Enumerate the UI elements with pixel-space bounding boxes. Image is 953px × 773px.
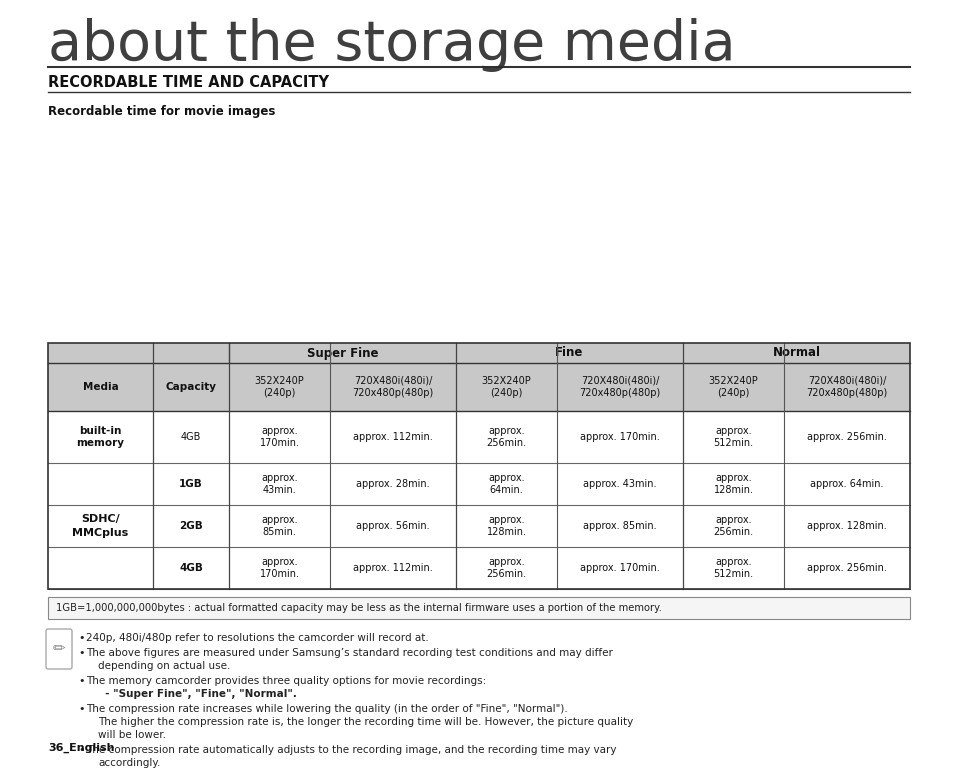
Bar xyxy=(48,363,909,411)
Text: approx.
128min.: approx. 128min. xyxy=(713,473,753,495)
Text: 1GB=1,000,000,000bytes : actual formatted capacity may be less as the internal f: 1GB=1,000,000,000bytes : actual formatte… xyxy=(56,603,661,613)
Text: Fine: Fine xyxy=(555,346,583,359)
Text: - "Super Fine", "Fine", "Normal".: - "Super Fine", "Fine", "Normal". xyxy=(98,689,296,699)
Text: 720X480i(480i)/
720x480p(480p): 720X480i(480i)/ 720x480p(480p) xyxy=(352,376,434,398)
Bar xyxy=(48,463,909,505)
Text: 352X240P
(240p): 352X240P (240p) xyxy=(708,376,758,398)
Text: approx. 56min.: approx. 56min. xyxy=(355,521,430,531)
Text: 720X480i(480i)/
720x480p(480p): 720X480i(480i)/ 720x480p(480p) xyxy=(578,376,660,398)
Text: approx.
512min.: approx. 512min. xyxy=(713,426,753,448)
Text: •: • xyxy=(78,633,85,643)
Bar xyxy=(48,343,909,363)
Text: about the storage media: about the storage media xyxy=(48,18,735,72)
Text: •: • xyxy=(78,676,85,686)
Text: 4GB: 4GB xyxy=(179,563,203,573)
Text: approx. 170min.: approx. 170min. xyxy=(579,563,659,573)
Text: approx.
256min.: approx. 256min. xyxy=(486,426,526,448)
Text: approx. 85min.: approx. 85min. xyxy=(582,521,657,531)
Text: Capacity: Capacity xyxy=(165,382,216,392)
Text: approx.
128min.: approx. 128min. xyxy=(486,515,526,537)
Text: approx. 28min.: approx. 28min. xyxy=(355,479,430,489)
Text: •: • xyxy=(78,704,85,714)
Text: approx. 112min.: approx. 112min. xyxy=(353,563,433,573)
Bar xyxy=(48,505,909,547)
Text: approx.
64min.: approx. 64min. xyxy=(488,473,524,495)
Text: 2GB: 2GB xyxy=(179,521,203,531)
Text: approx.
170min.: approx. 170min. xyxy=(259,557,299,579)
Text: approx.
512min.: approx. 512min. xyxy=(713,557,753,579)
Text: approx.
256min.: approx. 256min. xyxy=(713,515,753,537)
Text: ✏: ✏ xyxy=(52,642,66,656)
Text: The higher the compression rate is, the longer the recording time will be. Howev: The higher the compression rate is, the … xyxy=(98,717,633,727)
Text: The above figures are measured under Samsung’s standard recording test condition: The above figures are measured under Sam… xyxy=(86,649,612,659)
Text: SDHC/
MMCplus: SDHC/ MMCplus xyxy=(72,514,129,537)
Text: Super Fine: Super Fine xyxy=(307,346,378,359)
Text: approx. 43min.: approx. 43min. xyxy=(582,479,656,489)
Text: accordingly.: accordingly. xyxy=(98,758,160,768)
Text: built-in
memory: built-in memory xyxy=(76,426,124,448)
Text: 4GB: 4GB xyxy=(181,432,201,442)
Text: 36_English: 36_English xyxy=(48,743,114,753)
Text: approx. 112min.: approx. 112min. xyxy=(353,432,433,442)
Text: approx.
43min.: approx. 43min. xyxy=(261,473,297,495)
Text: 240p, 480i/480p refer to resolutions the camcorder will record at.: 240p, 480i/480p refer to resolutions the… xyxy=(86,633,428,643)
Text: approx. 256min.: approx. 256min. xyxy=(806,432,886,442)
Text: 1GB: 1GB xyxy=(179,479,203,489)
Bar xyxy=(48,547,909,589)
Text: The compression rate automatically adjusts to the recording image, and the recor: The compression rate automatically adjus… xyxy=(86,745,616,755)
Bar xyxy=(48,343,909,589)
Text: 720X480i(480i)/
720x480p(480p): 720X480i(480i)/ 720x480p(480p) xyxy=(805,376,886,398)
Text: Recordable time for movie images: Recordable time for movie images xyxy=(48,105,275,118)
Text: approx.
256min.: approx. 256min. xyxy=(486,557,526,579)
Text: Media: Media xyxy=(83,382,118,392)
Text: approx. 256min.: approx. 256min. xyxy=(806,563,886,573)
Text: approx.
85min.: approx. 85min. xyxy=(261,515,297,537)
Text: 352X240P
(240p): 352X240P (240p) xyxy=(254,376,304,398)
Text: approx. 128min.: approx. 128min. xyxy=(806,521,886,531)
Text: approx. 64min.: approx. 64min. xyxy=(809,479,882,489)
Text: RECORDABLE TIME AND CAPACITY: RECORDABLE TIME AND CAPACITY xyxy=(48,75,329,90)
Text: •: • xyxy=(78,649,85,659)
Text: The compression rate increases while lowering the quality (in the order of "Fine: The compression rate increases while low… xyxy=(86,704,567,714)
Bar xyxy=(48,411,909,463)
Text: 352X240P
(240p): 352X240P (240p) xyxy=(481,376,531,398)
Text: approx.
170min.: approx. 170min. xyxy=(259,426,299,448)
Bar xyxy=(48,597,909,619)
Text: will be lower.: will be lower. xyxy=(98,730,166,740)
Text: depending on actual use.: depending on actual use. xyxy=(98,661,230,671)
FancyBboxPatch shape xyxy=(46,629,71,669)
Text: •: • xyxy=(78,745,85,755)
Text: approx. 170min.: approx. 170min. xyxy=(579,432,659,442)
Text: The memory camcorder provides three quality options for movie recordings:: The memory camcorder provides three qual… xyxy=(86,676,486,686)
Text: Normal: Normal xyxy=(772,346,820,359)
